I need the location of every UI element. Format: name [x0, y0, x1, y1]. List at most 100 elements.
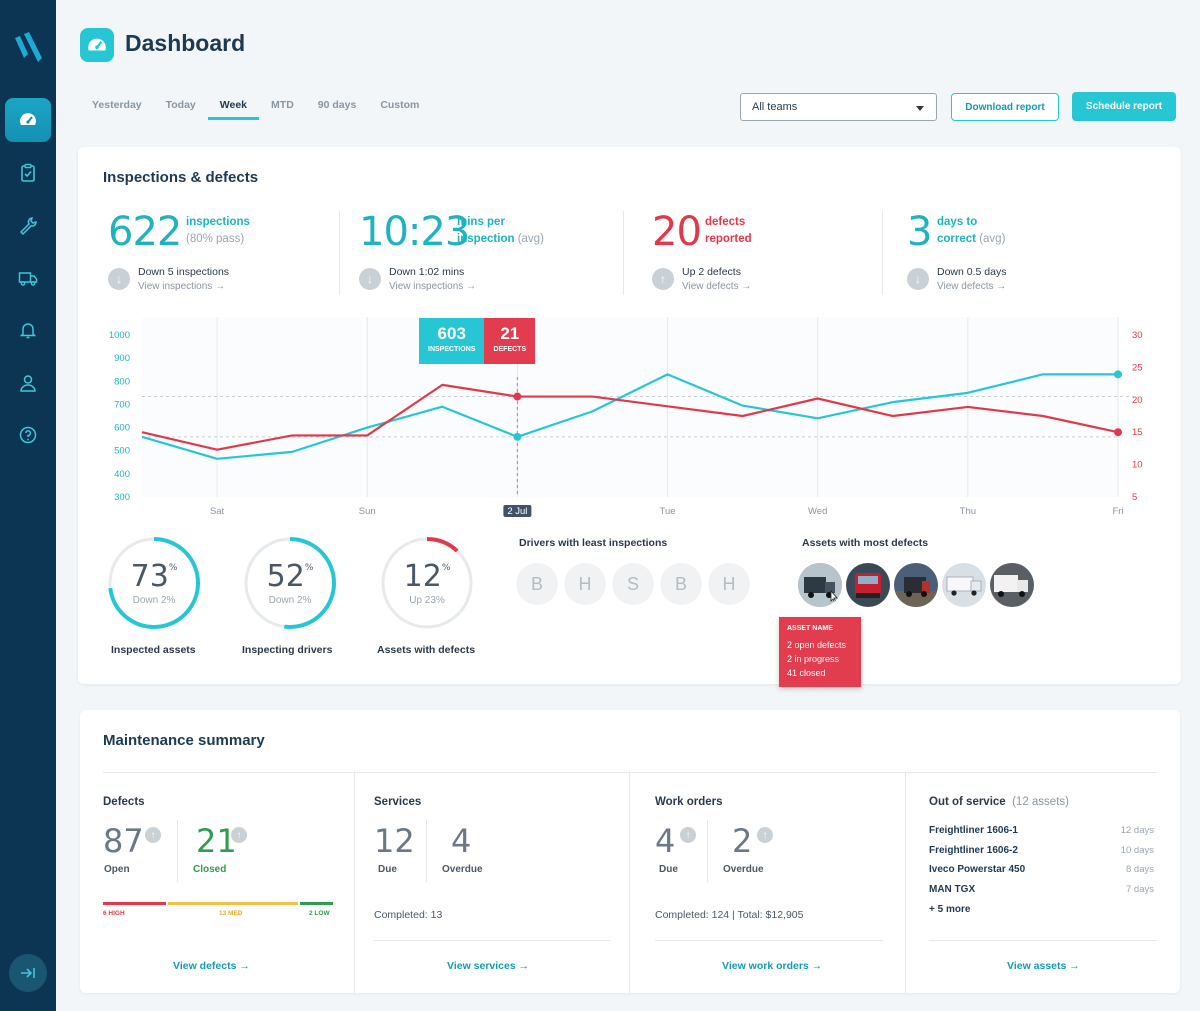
chart-plot-area — [142, 317, 1118, 497]
asset-thumbnail[interactable] — [798, 563, 842, 607]
view-defects-link[interactable]: View defects → — [937, 281, 1007, 292]
kpi-divider — [882, 211, 883, 295]
kpi-label: defects — [705, 216, 746, 228]
truck-photo-icon — [942, 563, 986, 607]
x-tick-label: Thu — [960, 506, 976, 517]
inspections-defects-chart: 1000 900 800 700 600 500 400 300 30 25 20 15 10 5 Sat S… — [109, 317, 1143, 517]
work-orders-overdue-label: Overdue — [723, 864, 764, 875]
tab-custom[interactable]: Custom — [380, 99, 420, 111]
asset-thumbnail[interactable] — [990, 563, 1034, 607]
work-orders-due-label: Due — [659, 864, 678, 875]
tab-mtd[interactable]: MTD — [271, 99, 294, 111]
collapse-sidebar-button[interactable] — [9, 954, 47, 992]
arrow-up-icon: ↑ — [680, 827, 696, 843]
out-of-service-heading: Out of service (12 assets) — [929, 796, 1069, 808]
driver-avatar[interactable]: B — [516, 563, 558, 605]
x-tick-label: Sat — [210, 506, 225, 517]
view-services-link[interactable]: View services → — [447, 960, 530, 972]
selected-point — [513, 392, 522, 401]
view-inspections-link[interactable]: View inspections → — [138, 281, 226, 292]
nav-dashboard[interactable] — [5, 98, 51, 142]
more-assets-link[interactable]: + 5 more — [929, 904, 971, 915]
maintenance-card: Maintenance summary Defects 87 ↑ Open 21… — [80, 710, 1180, 993]
tab-today[interactable]: Today — [165, 99, 196, 111]
drivers-title: Drivers with least inspections — [519, 537, 668, 549]
kpi-change: Up 2 defects — [682, 266, 741, 278]
asset-tooltip-row: 2 open defects — [787, 640, 847, 650]
x-tick-label: Tue — [660, 506, 676, 517]
nav-maintenance[interactable] — [5, 204, 51, 248]
speedometer-icon — [88, 38, 106, 51]
y-left-tick-label: 300 — [114, 492, 130, 503]
y-left-tick-label: 700 — [114, 399, 130, 410]
view-defects-link[interactable]: View defects → — [682, 281, 752, 292]
y-left-tick-label: 500 — [114, 446, 130, 457]
download-report-button[interactable]: Download report — [951, 93, 1059, 121]
asset-tooltip: ASSET NAME 2 open defects 2 in progress … — [779, 617, 861, 687]
out-of-service-row[interactable]: Iveco Powerstar 450 8 days — [929, 864, 1154, 875]
selected-point — [513, 432, 522, 441]
services-heading: Services — [374, 796, 422, 808]
asset-thumbnail[interactable] — [846, 563, 890, 607]
schedule-report-button[interactable]: Schedule report — [1072, 92, 1176, 121]
collapse-arrow-icon — [21, 968, 35, 978]
kpi-mins-per-inspection: 10:23 mins per inspection (avg) ↓ Down 1… — [359, 210, 599, 300]
nav-assets[interactable] — [5, 256, 51, 300]
asset-tooltip-title: ASSET NAME — [787, 625, 833, 632]
kpi-value: 10:23 — [359, 209, 470, 255]
out-of-service-row[interactable]: Freightliner 1606-2 10 days — [929, 845, 1154, 856]
tab-90-days[interactable]: 90 days — [317, 99, 357, 111]
divider — [707, 820, 708, 882]
view-work-orders-link[interactable]: View work orders → — [722, 960, 823, 972]
severity-bar-med — [168, 902, 298, 905]
tab-week[interactable]: Week — [207, 94, 260, 120]
chart-tooltip: 603 INSPECTIONS 21 DEFECTS — [419, 318, 536, 364]
inspections-series-line — [141, 373, 1118, 460]
severity-low-label: 2 LOW — [309, 910, 330, 917]
assets-title: Assets with most defects — [802, 537, 929, 549]
kpi-value: 20 — [652, 209, 702, 255]
out-of-service-row[interactable]: Freightliner 1606-1 12 days — [929, 825, 1154, 836]
services-due-value: 12 — [374, 822, 415, 860]
donut-arc — [244, 537, 336, 629]
nav-users[interactable] — [5, 361, 51, 405]
y-right-tick-label: 30 — [1132, 330, 1143, 341]
nav-inspections[interactable] — [5, 151, 51, 195]
asset-thumbnail[interactable] — [942, 563, 986, 607]
end-point — [1114, 370, 1122, 379]
donut-value: 12% — [403, 559, 451, 594]
y-right-tick-label: 10 — [1132, 460, 1143, 471]
divider — [905, 772, 906, 993]
nav-help[interactable] — [5, 413, 51, 457]
driver-avatar[interactable]: H — [564, 563, 606, 605]
date-range-tabs: Yesterday Today Week MTD 90 days Custom — [80, 94, 431, 122]
view-inspections-link[interactable]: View inspections → — [389, 281, 477, 292]
driver-avatar[interactable]: B — [660, 563, 702, 605]
page-title: Dashboard — [125, 30, 246, 56]
donut-assets-with-defects: 12% Up 23% — [379, 535, 475, 631]
y-right-tick-label: 25 — [1132, 362, 1143, 373]
nav-notifications[interactable] — [5, 308, 51, 352]
speedometer-icon — [20, 113, 36, 125]
inspections-title: Inspections & defects — [103, 169, 259, 186]
y-right-tick-label: 5 — [1132, 492, 1137, 503]
team-select[interactable]: All teams — [740, 93, 937, 121]
donut-change: Up 23% — [409, 595, 445, 606]
tab-yesterday[interactable]: Yesterday — [92, 99, 142, 111]
arrow-down-icon: ↓ — [907, 268, 929, 290]
driver-avatar[interactable]: S — [612, 563, 654, 605]
kpi-value: 622 — [108, 209, 182, 255]
view-defects-link[interactable]: View defects → — [173, 960, 250, 972]
out-of-service-row[interactable]: MAN TGX 7 days — [929, 884, 1154, 895]
driver-avatar[interactable]: H — [708, 563, 750, 605]
kpi-sublabel: reported — [705, 233, 752, 245]
arrow-down-icon: ↓ — [359, 268, 381, 290]
asset-tooltip-row: 41 closed — [787, 668, 826, 678]
truck-photo-icon — [990, 563, 1034, 607]
app-logo[interactable] — [12, 30, 44, 64]
view-assets-link[interactable]: View assets → — [1007, 960, 1080, 972]
arrow-up-icon: ↑ — [652, 268, 674, 290]
work-orders-column: Work orders 4 ↑ Due 2 ↑ Overdue Complete… — [655, 772, 885, 993]
asset-thumbnail[interactable] — [894, 563, 938, 607]
kpi-label: mins per — [457, 216, 505, 228]
